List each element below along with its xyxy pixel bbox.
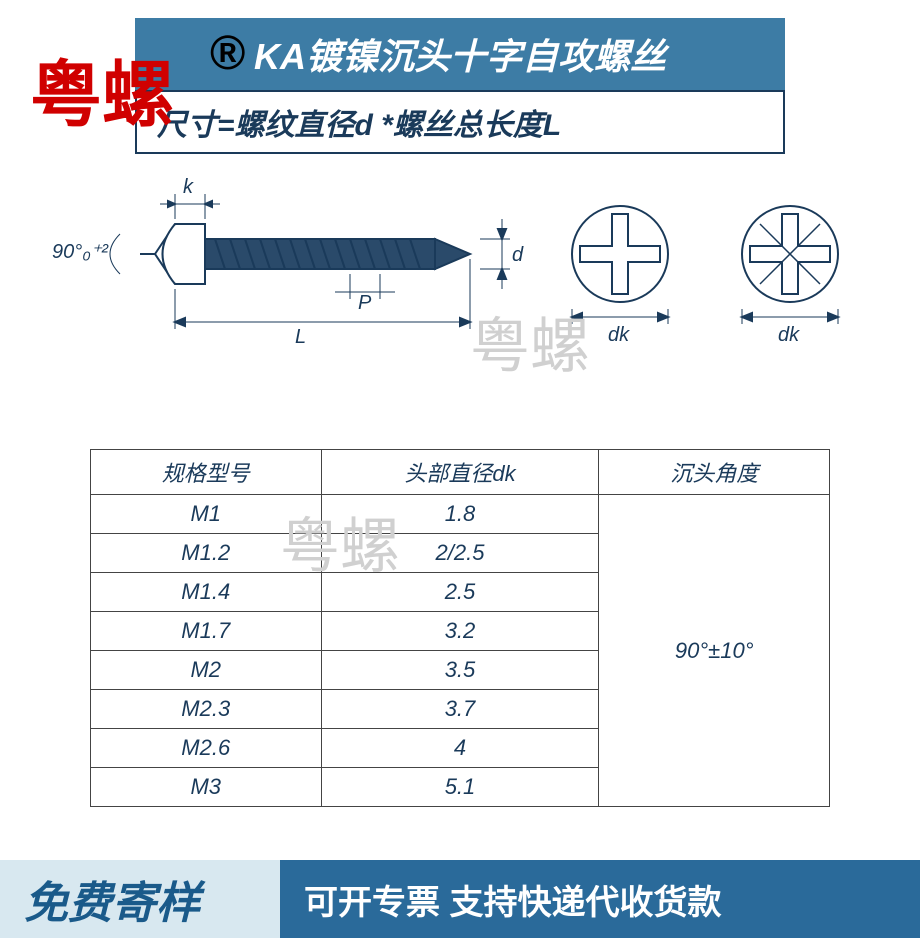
dim-label-k: k [183, 176, 193, 199]
table-header-row: 规格型号 头部直径dk 沉头角度 [91, 450, 830, 495]
cell-spec: M2.3 [91, 690, 322, 729]
col-angle: 沉头角度 [599, 450, 830, 495]
col-spec: 规格型号 [91, 450, 322, 495]
dim-label-d: d [512, 244, 523, 267]
gray-watermark-2: 粤螺 [280, 498, 400, 585]
table-row: M1 1.8 90°±10° [91, 495, 830, 534]
cell-spec: M1.7 [91, 612, 322, 651]
technical-diagram: k 90°₀⁺² L P d dk dk [40, 164, 880, 424]
brand-watermark: 粤螺 [30, 36, 174, 141]
dim-label-angle: 90°₀⁺² [52, 239, 108, 264]
cell-spec: M2.6 [91, 729, 322, 768]
cell-dk: 3.7 [321, 690, 599, 729]
screw-diagram-svg [40, 164, 880, 424]
dim-label-P: P [358, 292, 371, 315]
cell-dk: 3.5 [321, 651, 599, 690]
cell-spec: M3 [91, 768, 322, 807]
cell-angle: 90°±10° [599, 495, 830, 807]
dim-label-L: L [295, 326, 306, 349]
formula-row: 尺寸=螺纹直径d *螺丝总长度L [135, 90, 785, 154]
dim-label-dk2: dk [778, 324, 799, 347]
registered-mark: ® [210, 26, 245, 81]
dim-label-dk1: dk [608, 324, 629, 347]
footer-right-badge: 可开专票 支持快递代收货款 [280, 860, 920, 938]
col-dk: 头部直径dk [321, 450, 599, 495]
table-body: M1 1.8 90°±10° M1.2 2/2.5 M1.4 2.5 M1.7 … [91, 495, 830, 807]
cell-dk: 3.2 [321, 612, 599, 651]
spec-table: 规格型号 头部直径dk 沉头角度 M1 1.8 90°±10° M1.2 2/2… [90, 449, 830, 807]
gray-watermark-1: 粤螺 [470, 298, 590, 385]
cell-spec: M2 [91, 651, 322, 690]
footer-left-badge: 免费寄样 [0, 860, 280, 938]
footer: 免费寄样 可开专票 支持快递代收货款 [0, 860, 920, 938]
cell-dk: 5.1 [321, 768, 599, 807]
cell-dk: 4 [321, 729, 599, 768]
